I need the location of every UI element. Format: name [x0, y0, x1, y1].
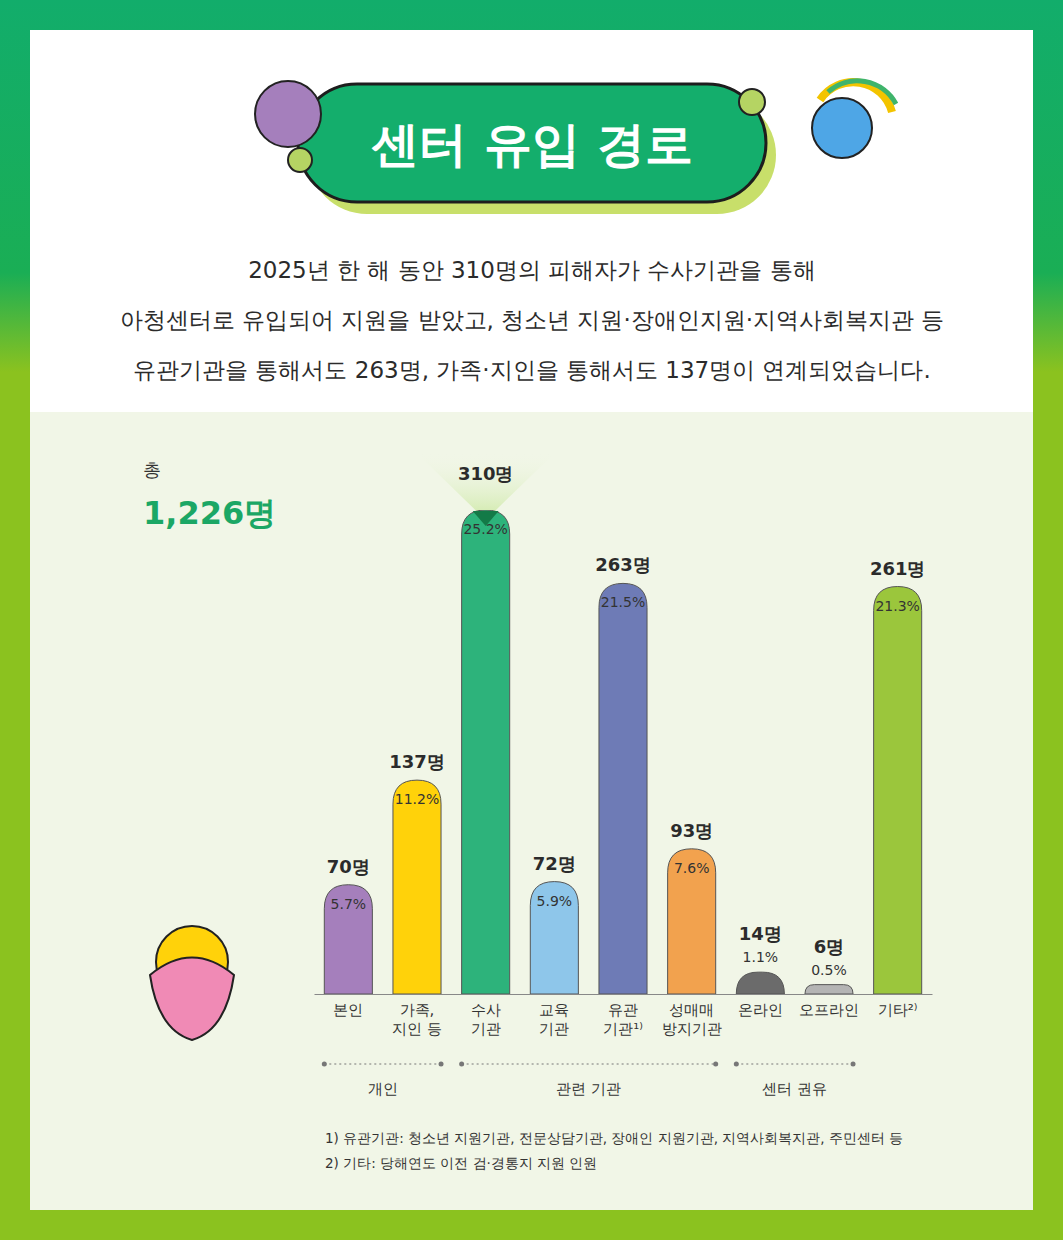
value-label: 310명	[458, 463, 514, 484]
background	[0, 0, 1063, 1240]
x-tick-label-line: 교육	[539, 1001, 569, 1019]
x-tick-label: 성매매방지기관	[662, 1001, 722, 1039]
total-value: 1,226명	[143, 494, 276, 532]
share-label: 5.7%	[331, 896, 367, 912]
bar	[805, 985, 853, 994]
share-label: 25.2%	[463, 521, 507, 537]
chart-root: 센터 유입 경로 2025년 한 해 동안 310명의 피해자가 수사기관을 통해…	[0, 0, 1063, 1240]
x-tick-label-line: 기타²⁾	[878, 1001, 918, 1019]
title-cloud	[298, 84, 766, 202]
groups: 개인 관련 기관 센터 권유	[322, 1062, 856, 1099]
group-line	[736, 1064, 853, 1065]
value-label: 263명	[595, 554, 651, 575]
share-label: 21.3%	[875, 598, 919, 614]
x-tick-label-line: 방지기관	[662, 1020, 722, 1038]
x-tick-label: 기타²⁾	[878, 1001, 918, 1019]
x-tick-label-line: 온라인	[738, 1001, 783, 1019]
x-tick: 가족,지인 등	[392, 994, 442, 1038]
value-label: 137명	[389, 751, 445, 772]
value-label: 261명	[870, 558, 926, 579]
group-label: 관련 기관	[556, 1080, 621, 1098]
x-tick-label-line: 기관	[539, 1020, 569, 1038]
share-label: 0.5%	[811, 962, 847, 978]
group-dot	[713, 1062, 718, 1067]
x-tick-label: 온라인	[738, 1001, 783, 1019]
footnote: 1) 유관기관: 청소년 지원기관, 전문상담기관, 장애인 지원기관, 지역사…	[325, 1130, 903, 1146]
bar	[599, 583, 647, 994]
x-tick-label: 교육기관	[539, 1001, 569, 1039]
group-dot	[322, 1062, 327, 1067]
x-tick-label: 오프라인	[799, 1001, 859, 1019]
group-dot	[851, 1062, 856, 1067]
x-tick-label-line: 본인	[333, 1001, 363, 1019]
value-label: 93명	[670, 820, 713, 841]
group-line	[462, 1064, 716, 1065]
value-label: 72명	[533, 853, 576, 874]
value-label: 70명	[327, 856, 370, 877]
decor-rainbow	[828, 81, 896, 104]
group-label: 개인	[368, 1080, 398, 1098]
group-dot	[439, 1062, 444, 1067]
x-tick-label-line: 가족,	[400, 1001, 435, 1019]
x-axis: 본인가족,지인 등수사기관교육기관유관기관¹⁾성매매방지기관온라인오프라인기타²…	[315, 994, 933, 1038]
decor-character	[255, 81, 321, 147]
chart-panel	[30, 412, 1033, 1210]
group-line	[324, 1064, 441, 1065]
spotlight	[416, 452, 556, 520]
title-badge	[298, 84, 776, 214]
decor-character	[150, 958, 234, 1041]
bar	[736, 972, 784, 994]
value-label: 6명	[814, 936, 845, 957]
group-label: 센터 권유	[762, 1080, 827, 1098]
bar	[668, 849, 716, 994]
x-tick-label-line: 기관	[471, 1020, 501, 1038]
title: 센터 유입 경로	[371, 116, 692, 172]
group-dot	[734, 1062, 739, 1067]
x-tick-label: 본인	[333, 1001, 363, 1019]
x-tick: 수사기관	[471, 994, 501, 1038]
x-tick: 오프라인	[799, 994, 859, 1019]
bar	[874, 587, 922, 994]
x-tick-label-line: 성매매	[669, 1001, 714, 1019]
total-label: 총	[143, 459, 161, 480]
x-axis-line	[315, 994, 933, 995]
x-tick-label-line: 수사	[471, 1001, 501, 1019]
x-tick: 성매매방지기관	[662, 994, 722, 1038]
subtitle: 유관기관을 통해서도 263명, 가족·지인을 통해서도 137명이 연계되었습…	[133, 357, 931, 383]
x-tick: 유관기관¹⁾	[603, 994, 643, 1038]
x-tick-label: 수사기관	[471, 1001, 501, 1039]
share-label: 1.1%	[743, 949, 779, 965]
share-label: 11.2%	[395, 791, 439, 807]
x-tick-label: 유관기관¹⁾	[603, 1001, 643, 1039]
group-dot	[459, 1062, 464, 1067]
x-tick-label-line: 지인 등	[392, 1020, 442, 1038]
x-tick-label-line: 기관¹⁾	[603, 1020, 643, 1038]
subtitle: 아청센터로 유입되어 지원을 받았고, 청소년 지원·장애인지원·지역사회복지관…	[120, 307, 945, 333]
x-tick-label: 가족,지인 등	[392, 1001, 442, 1039]
x-tick: 본인	[333, 994, 363, 1019]
footnote: 2) 기타: 당해연도 이전 검·경통지 지원 인원	[325, 1155, 597, 1171]
bar	[530, 882, 578, 994]
value-label: 14명	[739, 923, 782, 944]
decor-flower	[288, 148, 312, 172]
data-labels: 70명 5.7% 137명 11.2% 310명 25.2% 72명 5.9% 263명 21.5…	[327, 463, 926, 978]
share-label: 21.5%	[601, 594, 645, 610]
bar	[393, 780, 441, 994]
share-label: 5.9%	[537, 893, 573, 909]
share-label: 7.6%	[674, 860, 710, 876]
x-tick-label-line: 오프라인	[799, 1001, 859, 1019]
bar	[462, 510, 510, 994]
subtitle: 2025년 한 해 동안 310명의 피해자가 수사기관을 통해	[248, 257, 816, 283]
x-tick-label-line: 유관	[608, 1001, 638, 1019]
decor-character	[812, 98, 872, 158]
x-tick: 온라인	[738, 994, 783, 1019]
decor-flower	[739, 89, 765, 115]
header-panel	[30, 30, 1033, 412]
x-tick: 기타²⁾	[878, 994, 918, 1019]
bar	[324, 885, 372, 994]
x-tick: 교육기관	[539, 994, 569, 1038]
bars	[324, 510, 921, 994]
